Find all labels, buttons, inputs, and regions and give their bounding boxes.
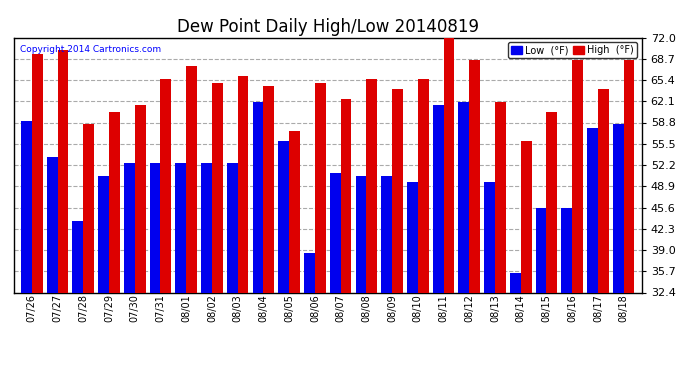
Text: Copyright 2014 Cartronics.com: Copyright 2014 Cartronics.com: [20, 45, 161, 54]
Bar: [382, 176, 392, 292]
Bar: [392, 89, 403, 292]
Bar: [495, 102, 506, 292]
Bar: [135, 105, 146, 292]
Bar: [598, 89, 609, 292]
Bar: [72, 221, 83, 292]
Bar: [47, 157, 57, 292]
Bar: [521, 141, 531, 292]
Bar: [433, 105, 444, 292]
Bar: [587, 128, 598, 292]
Bar: [201, 163, 212, 292]
Bar: [444, 38, 454, 292]
Bar: [278, 141, 289, 292]
Bar: [124, 163, 135, 292]
Bar: [237, 76, 248, 292]
Bar: [341, 99, 351, 292]
Bar: [150, 163, 161, 292]
Bar: [510, 273, 521, 292]
Bar: [253, 102, 264, 292]
Bar: [484, 182, 495, 292]
Bar: [57, 50, 68, 292]
Bar: [562, 208, 572, 292]
Bar: [83, 124, 94, 292]
Bar: [458, 102, 469, 292]
Bar: [366, 80, 377, 292]
Bar: [572, 60, 583, 292]
Bar: [175, 163, 186, 292]
Bar: [418, 80, 428, 292]
Legend: Low  (°F), High  (°F): Low (°F), High (°F): [508, 42, 637, 58]
Bar: [355, 176, 366, 292]
Bar: [264, 86, 274, 292]
Bar: [304, 253, 315, 292]
Bar: [289, 131, 300, 292]
Bar: [98, 176, 109, 292]
Bar: [21, 121, 32, 292]
Bar: [315, 82, 326, 292]
Bar: [186, 66, 197, 292]
Bar: [613, 124, 624, 292]
Bar: [624, 60, 635, 292]
Title: Dew Point Daily High/Low 20140819: Dew Point Daily High/Low 20140819: [177, 18, 479, 36]
Bar: [535, 208, 546, 292]
Bar: [161, 80, 171, 292]
Bar: [227, 163, 237, 292]
Bar: [32, 54, 43, 292]
Bar: [469, 60, 480, 292]
Bar: [546, 111, 558, 292]
Bar: [407, 182, 418, 292]
Bar: [109, 111, 120, 292]
Bar: [212, 82, 223, 292]
Bar: [330, 173, 341, 292]
